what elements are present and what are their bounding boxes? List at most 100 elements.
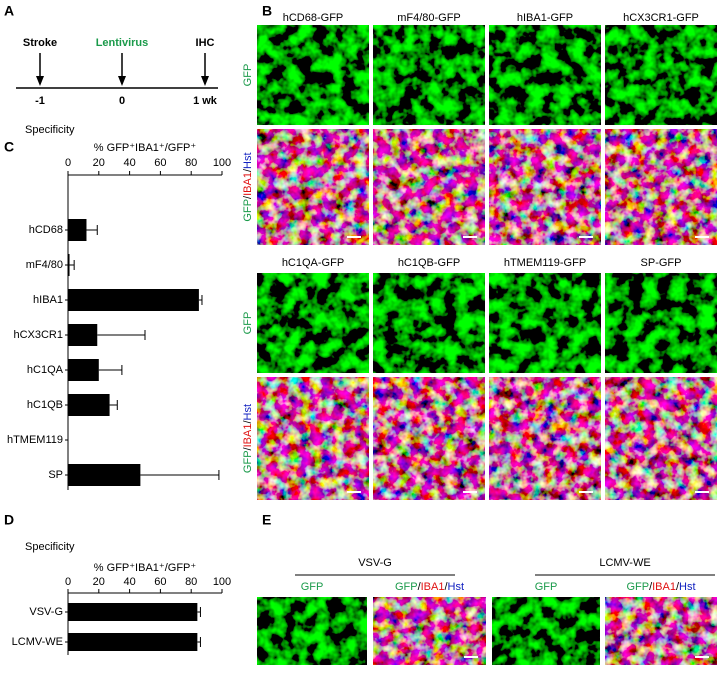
x-tick-label: 100 [213, 576, 231, 588]
merge-label-part: GFP [242, 450, 254, 473]
panel-letter: D [4, 512, 14, 528]
error-bar [198, 295, 203, 305]
error-bar [98, 365, 123, 375]
merge-label-part: Hst [242, 152, 254, 169]
y-tick-label: VSV-G [29, 606, 63, 618]
x-tick-label: 0 [65, 576, 71, 588]
micrograph [373, 273, 485, 373]
micrograph [373, 129, 485, 245]
merge-label-part: GFP [242, 199, 254, 222]
error-bar [140, 470, 220, 480]
y-tick-label: hCX3CR1 [13, 329, 63, 341]
error-bar [97, 330, 146, 340]
merge-label-part: IBA1 [421, 581, 445, 593]
event-label: IHC [196, 37, 215, 49]
y-tick-label: mF4/80 [26, 259, 63, 271]
micrograph [373, 25, 485, 125]
column-label: GFP [301, 581, 324, 593]
bar [68, 464, 141, 486]
event-label: Lentivirus [96, 37, 149, 49]
bar [68, 289, 199, 311]
micrograph [489, 25, 601, 125]
merge-label-part: / [242, 420, 254, 424]
bar [68, 254, 70, 276]
group-label: LCMV-WE [599, 557, 650, 569]
micrograph [257, 25, 369, 125]
micrograph [489, 129, 601, 245]
bar [68, 219, 87, 241]
column-label: SP-GFP [641, 257, 682, 269]
bar [68, 324, 98, 346]
y-tick-label: hC1QB [27, 399, 63, 411]
micrograph [373, 377, 485, 500]
micrograph [492, 597, 600, 665]
x-tick-label: 40 [123, 157, 135, 169]
merge-label-part: / [242, 195, 254, 199]
x-tick-label: 20 [93, 157, 105, 169]
x-tick-label: 0 [65, 157, 71, 169]
merge-label-part: IBA1 [242, 424, 254, 448]
arrow-head [36, 76, 44, 86]
micrograph [257, 377, 369, 500]
merge-label-part: IBA1 [652, 581, 676, 593]
error-bar [197, 637, 201, 647]
y-tick-label: SP [48, 469, 63, 481]
column-label: hC1QB-GFP [398, 257, 460, 269]
merge-label: GFP/IBA1/Hst [395, 581, 464, 593]
error-bar [109, 400, 118, 410]
column-label: mF4/80-GFP [397, 12, 461, 24]
merge-label-part: / [242, 168, 254, 172]
merge-label-part: Hst [679, 581, 696, 593]
merge-label-part: / [418, 581, 422, 593]
x-tick-label: 80 [185, 157, 197, 169]
x-tick-label: 40 [123, 576, 135, 588]
group-label: VSV-G [358, 557, 392, 569]
bar [68, 633, 198, 651]
micrograph [373, 597, 486, 665]
y-tick-label: hC1QA [27, 364, 64, 376]
x-tick-label: 60 [154, 157, 166, 169]
error-bar [86, 225, 98, 235]
arrow-head [118, 76, 126, 86]
merge-label: GFP/IBA1/Hst [626, 581, 695, 593]
micrograph [605, 273, 717, 373]
x-tick-label: 100 [213, 157, 231, 169]
event-label: Stroke [23, 37, 57, 49]
error-bar [69, 260, 75, 270]
merge-label: GFP/IBA1/Hst [242, 404, 254, 473]
arrow-head [201, 76, 209, 86]
panel-letter: C [4, 139, 14, 155]
column-label: hCD68-GFP [283, 12, 344, 24]
merge-label-part: / [444, 581, 448, 593]
x-axis-label: % GFP⁺IBA1⁺/GFP⁺ [94, 142, 197, 154]
panel-letter: A [4, 3, 14, 19]
merge-label-part: IBA1 [242, 172, 254, 196]
micrograph [605, 377, 717, 500]
row-label: GFP [242, 312, 254, 335]
chart-title: Specificity [25, 541, 75, 553]
column-label: hIBA1-GFP [517, 12, 573, 24]
micrograph [605, 25, 717, 125]
micrograph [489, 273, 601, 373]
micrograph [605, 597, 717, 665]
x-tick-label: 60 [154, 576, 166, 588]
merge-label-part: GFP [626, 581, 649, 593]
y-tick-label: LCMV-WE [12, 636, 63, 648]
merge-label-part: / [676, 581, 680, 593]
micrograph [257, 273, 369, 373]
row-label: GFP [242, 64, 254, 87]
merge-label-part: Hst [242, 404, 254, 421]
micrograph [605, 129, 717, 245]
x-axis-label: % GFP⁺IBA1⁺/GFP⁺ [94, 562, 197, 574]
panel-letter: B [262, 3, 272, 19]
merge-label-part: GFP [395, 581, 418, 593]
micrograph [257, 129, 369, 245]
micrograph [489, 377, 601, 500]
chart-title: Specificity [25, 124, 75, 136]
x-tick-label: 80 [185, 576, 197, 588]
column-label: hTMEM119-GFP [504, 257, 586, 269]
bar [68, 603, 198, 621]
event-time: 1 wk [193, 95, 218, 107]
y-tick-label: hIBA1 [33, 294, 63, 306]
